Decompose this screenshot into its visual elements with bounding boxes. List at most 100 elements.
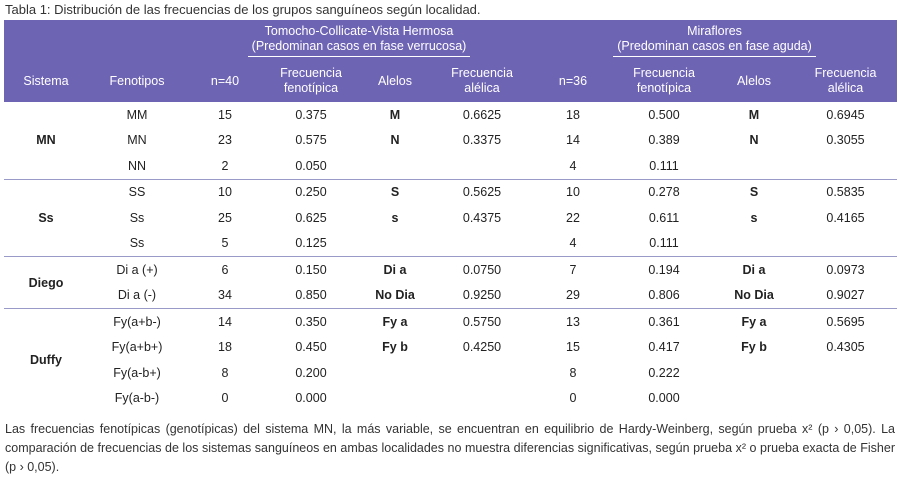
header-location-2: Miraflores (Predominan casos en fase agu… [532, 20, 897, 60]
phenotypic-freq-loc2-cell: 0.000 [648, 391, 680, 406]
count-loc1-cell: 0 [221, 391, 229, 406]
table-row: Ss 5 0.125 4 0.111 [4, 231, 897, 257]
table-row: MN MM 15 0.375 M 0.6625 18 0.500 M 0.6945 [4, 102, 897, 148]
phenotype-cell: MN [127, 133, 147, 148]
count-loc2-cell: 13 [532, 308, 614, 335]
count-loc2-cell: 0 [569, 391, 577, 406]
count-loc2-cell: 7 [532, 256, 614, 283]
table-row: NN 2 0.050 4 0.111 [4, 153, 897, 179]
table-caption: Tabla 1: Distribución de las frecuencias… [5, 2, 481, 17]
allelic-freq-loc2-cell [794, 386, 897, 412]
phenotypic-freq-loc1-cell: 0.250 [264, 178, 358, 205]
phenotypic-freq-loc2-cell: 0.611 [648, 210, 680, 225]
phenotype-cell: SS [88, 178, 186, 205]
allelic-freq-loc1-cell: 0.6625 [462, 107, 502, 122]
allelic-freq-loc1-cell: 0.5625 [432, 178, 532, 205]
allele-loc1-cell [358, 153, 432, 179]
col-header-fenotipos: Fenotipos [88, 60, 186, 102]
table-row: Fy(a+b+) 18 0.450 Fy b 0.4250 15 0.417 Fy b 0.43… [4, 335, 897, 361]
phenotype-cell: Fy(a-b-) [114, 391, 160, 406]
allelic-freq-loc2-cell: 0.6945 [826, 107, 865, 122]
phenotypic-freq-loc1-cell: 0.850 [295, 288, 327, 303]
allele-loc2-cell: Fy b [741, 340, 767, 355]
allele-loc1-cell: Di a [358, 256, 432, 283]
col-header-alelos-2: Alelos [714, 60, 794, 102]
phenotype-cell: MM [126, 107, 148, 122]
phenotypic-freq-loc1-cell: 0.375 [295, 107, 327, 122]
allelic-freq-loc1-cell: 0.4375 [462, 210, 502, 225]
allelic-freq-loc1-cell [432, 153, 532, 179]
allele-loc2-cell: Fy a [714, 308, 794, 335]
count-loc1-cell: 14 [186, 308, 264, 335]
col-header-alelos-1: Alelos [358, 60, 432, 102]
table-row: Fy(a-b-) 0 0.000 0 0.000 [4, 386, 897, 412]
allelic-freq-loc1-cell [432, 231, 532, 257]
table-row: MN 23 0.575 N 0.3375 14 0.389 N 0.3055 [4, 128, 897, 154]
system-cell: Ss [4, 178, 88, 257]
allelic-freq-loc1-cell: 0.9250 [462, 288, 502, 303]
count-loc2-cell: 14 [566, 133, 580, 148]
allele-loc1-cell [358, 386, 432, 412]
allele-loc2-cell [714, 360, 794, 386]
allele-loc1-cell [358, 360, 432, 386]
phenotypic-freq-loc1-cell: 0.000 [295, 391, 327, 406]
allele-loc2-cell: No Dia [734, 288, 774, 303]
phenotype-cell: Ss [129, 210, 145, 225]
table-row: Ss 25 0.625 s 0.4375 22 0.611 s 0.4165 [4, 205, 897, 231]
col-header-frec-al-1: Frecuencia alélica [432, 60, 532, 102]
allelic-freq-loc1-cell: 0.0750 [432, 256, 532, 283]
phenotypic-freq-loc2-cell: 0.222 [648, 365, 680, 380]
phenotypic-freq-loc1-cell: 0.575 [295, 133, 327, 148]
allele-loc1-cell: N [390, 133, 400, 148]
phenotypic-freq-loc1-cell: 0.050 [295, 158, 327, 173]
table-header: Tomocho-Collicate-Vista Hermosa (Predomi… [4, 20, 897, 102]
count-loc2-cell: 15 [566, 340, 580, 355]
count-loc1-cell: 2 [221, 158, 229, 173]
count-loc2-cell: 4 [569, 236, 577, 251]
phenotype-cell: Fy(a-b+) [113, 365, 161, 380]
allele-loc1-cell: S [358, 178, 432, 205]
phenotype-cell: NN [127, 158, 147, 173]
phenotype-cell: Di a (-) [117, 288, 157, 303]
phenotypic-freq-loc1-cell: 0.625 [295, 210, 327, 225]
allelic-freq-loc1-cell [432, 360, 532, 386]
allelic-freq-loc2-cell: 0.3055 [826, 133, 865, 148]
location-2-note: (Predominan casos en fase aguda) [617, 38, 812, 53]
blood-group-table: Tomocho-Collicate-Vista Hermosa (Predomi… [4, 20, 897, 411]
allele-loc1-cell: M [389, 107, 401, 122]
count-loc1-cell: 25 [218, 210, 232, 225]
allele-loc1-cell: s [391, 210, 399, 225]
phenotype-cell: Fy(a+b-) [88, 308, 186, 335]
table-row: Duffy Fy(a+b-) 14 0.350 Fy a 0.5750 13 0.361 Fy … [4, 308, 897, 411]
allele-loc2-cell [714, 231, 794, 257]
phenotypic-freq-loc2-cell: 0.806 [648, 288, 680, 303]
allelic-freq-loc2-cell: 0.5695 [794, 308, 897, 335]
count-loc2-cell: 4 [569, 158, 577, 173]
phenotypic-freq-loc2-cell: 0.111 [649, 158, 679, 173]
allele-loc2-cell: S [714, 178, 794, 205]
system-cell: Diego [4, 256, 88, 309]
allele-loc2-cell: M [748, 107, 760, 122]
col-header-frec-al-2: Frecuencia alélica [794, 60, 897, 102]
allele-loc2-cell: N [749, 133, 759, 148]
phenotypic-freq-loc1-cell: 0.200 [295, 365, 327, 380]
phenotype-cell: Di a (+) [88, 256, 186, 283]
allelic-freq-loc2-cell: 0.4165 [826, 210, 865, 225]
allele-loc1-cell: Fy b [382, 340, 408, 355]
allelic-freq-loc2-cell: 0.5835 [794, 178, 897, 205]
allelic-freq-loc1-cell: 0.4250 [462, 340, 502, 355]
col-header-sistema: Sistema [4, 60, 88, 102]
allele-loc2-cell [714, 386, 794, 412]
allelic-freq-loc2-cell [794, 231, 897, 257]
count-loc1-cell: 5 [221, 236, 229, 251]
system-cell: Duffy [4, 308, 88, 411]
phenotypic-freq-loc2-cell: 0.417 [648, 340, 680, 355]
allelic-freq-loc1-cell: 0.3375 [462, 133, 502, 148]
allelic-freq-loc2-cell [794, 360, 897, 386]
phenotypic-freq-loc1-cell: 0.450 [295, 340, 327, 355]
table-body: MN MM 15 0.375 M 0.6625 18 0.500 M 0.6945 MN 23 0.57… [4, 102, 897, 411]
count-loc1-cell: 15 [218, 107, 232, 122]
allelic-freq-loc2-cell [794, 153, 897, 179]
count-loc1-cell: 10 [186, 178, 264, 205]
table-row: Fy(a-b+) 8 0.200 8 0.222 [4, 360, 897, 386]
